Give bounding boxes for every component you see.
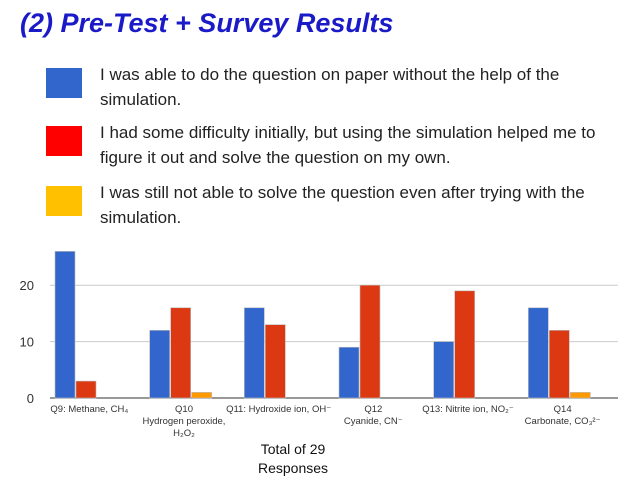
y-tick-label: 10 <box>20 335 34 350</box>
y-tick-label: 0 <box>27 391 34 404</box>
legend-text-still-unable: I was still not able to solve the questi… <box>100 183 585 227</box>
bar <box>54 251 76 399</box>
x-tick-label-line: H₂O₂ <box>173 428 195 439</box>
total-responses-caption: Total of 29 Responses <box>238 440 348 478</box>
bar <box>170 307 191 399</box>
x-tick-label: Q11: Hydroxide ion, OH⁻ <box>214 404 344 416</box>
legend-text-paper: I was able to do the question on paper w… <box>100 65 560 109</box>
x-tick-label-line: Hydrogen peroxide, <box>142 416 226 427</box>
y-tick-label: 20 <box>20 278 34 293</box>
x-tick-label-line: Q12 <box>364 404 383 415</box>
legend-text-simulation-helped: I had some difficulty initially, but usi… <box>100 123 596 167</box>
legend-item-still-unable: I was still not able to solve the questi… <box>46 180 626 240</box>
x-tick-label: Q10 Hydrogen peroxide, H₂O₂ <box>119 404 249 440</box>
total-line-2: Responses <box>257 460 329 476</box>
bar <box>528 307 549 399</box>
bar <box>265 324 286 399</box>
bar <box>454 290 475 399</box>
bar <box>570 392 591 399</box>
bar-chart: 0 10 20 <box>20 251 618 404</box>
bar <box>359 284 381 399</box>
x-tick-label: Q9: Methane, CH₄ <box>24 404 154 416</box>
legend-swatch-blue <box>46 68 82 98</box>
x-tick-label-line: Q9: Methane, CH₄ <box>50 404 129 415</box>
bar <box>433 341 454 399</box>
x-tick-label-line: Q11: Hydroxide ion, OH⁻ <box>226 404 332 415</box>
legend-swatch-yellow <box>46 186 82 216</box>
x-tick-label-line: Cyanide, CN⁻ <box>343 416 403 427</box>
x-tick-label-line: Q14 <box>553 404 572 415</box>
x-tick-label-line: Carbonate, CO₃²⁻ <box>524 416 601 427</box>
bar <box>191 392 212 399</box>
x-tick-label: Q12 Cyanide, CN⁻ <box>308 404 438 428</box>
x-tick-label: Q14 Carbonate, CO₃²⁻ <box>498 404 628 428</box>
slide-title: (2) Pre-Test + Survey Results <box>20 8 394 38</box>
bar <box>244 307 265 399</box>
x-tick-label-line: Q10 <box>175 404 193 415</box>
x-tick-label-line: Q13: Nitrite ion, NO₂⁻ <box>422 404 514 415</box>
legend-item-simulation-helped: I had some difficulty initially, but usi… <box>46 120 626 180</box>
legend-item-paper: I was able to do the question on paper w… <box>46 62 626 122</box>
bar <box>149 330 170 399</box>
legend-swatch-red <box>46 126 82 156</box>
x-tick-label: Q13: Nitrite ion, NO₂⁻ <box>403 404 533 416</box>
bar <box>549 330 570 399</box>
bar <box>75 380 97 399</box>
total-line-1: Total of 29 <box>260 441 326 457</box>
bar <box>338 346 360 399</box>
